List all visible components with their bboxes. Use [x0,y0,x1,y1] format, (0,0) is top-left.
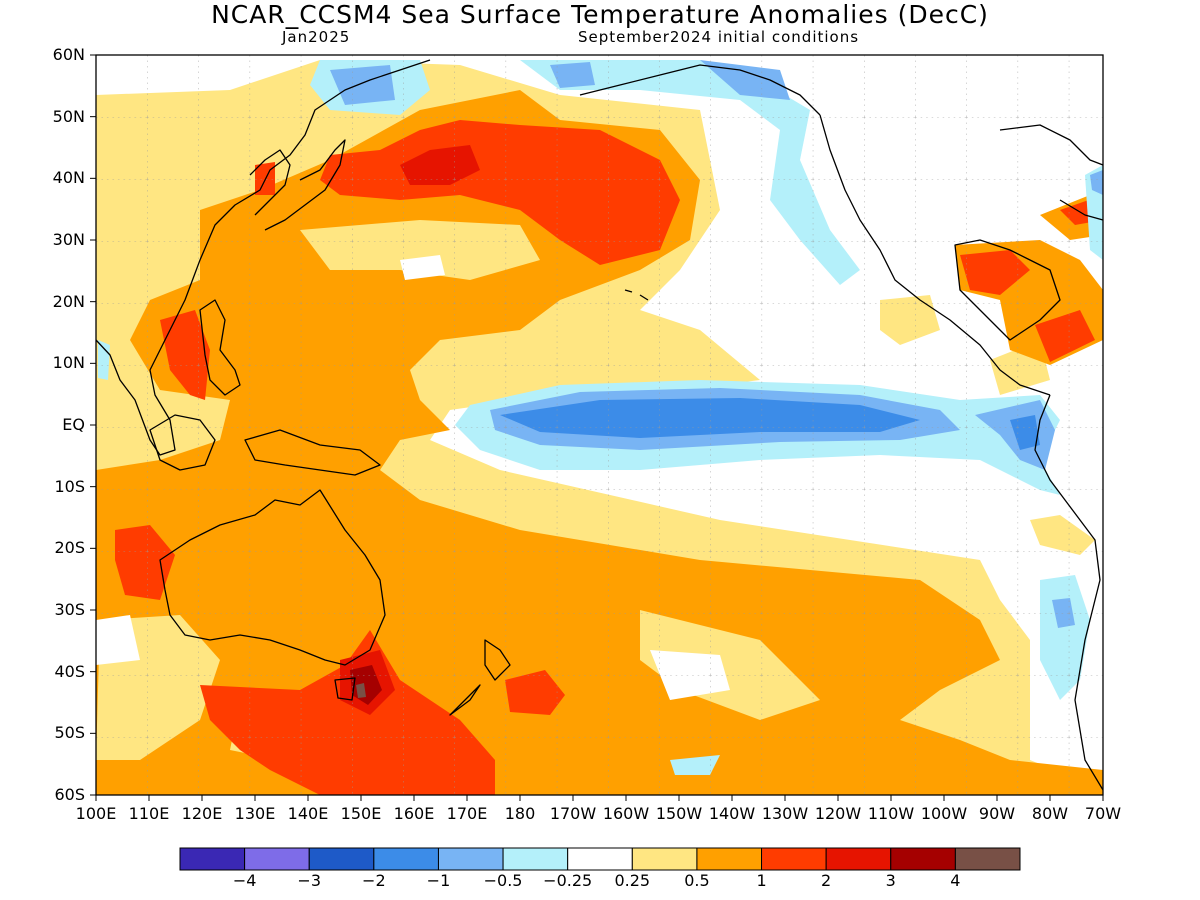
lat-label: 20N [52,291,85,311]
lon-label: 100W [920,804,968,823]
init-conditions-label: September2024 initial conditions [578,28,860,46]
colorbar-label: −0.25 [543,871,593,890]
lat-label: 50S [54,723,85,743]
coastline-australia [159,489,386,666]
lat-label: 10S [54,476,85,496]
lon-label: 100E [75,804,117,823]
lon-label: 150E [340,804,382,823]
colorbar-swatch [244,847,310,871]
lat-label: 50N [52,106,85,126]
colorbar-swatch [761,847,827,871]
colorbar-label: 0.5 [684,871,710,890]
colorbar-label: −3 [297,871,322,890]
colorbar-swatch [696,847,763,871]
lon-label: 150W [655,804,703,823]
colorbar-label: 0.25 [614,871,651,890]
colorbar-swatch [179,847,246,871]
valid-month-label: Jan2025 [282,28,351,46]
coastline-asia [95,59,431,456]
lat-label: 30N [52,230,85,249]
coastline-tasmania [334,677,356,701]
lat-label: 10N [52,353,85,373]
lon-label: 70W [1084,804,1122,823]
lat-label: EQ [62,415,85,434]
coastline-korea-japan [249,139,346,231]
lon-label: 110W [867,804,915,823]
lon-label: 160W [602,804,650,823]
lat-label: 60N [52,45,85,64]
lon-label: 110E [128,804,170,823]
coastline-east-us [999,124,1104,221]
lon-label: 170W [549,804,597,823]
colorbar-label: −1 [426,871,451,890]
coastlines [95,59,1104,791]
colorbar-swatch [373,847,439,871]
colorbar-label: −2 [362,871,386,890]
axis-ticks [90,54,1104,801]
coastline-alaska [579,64,821,116]
colorbar-swatch [890,847,956,871]
lon-label: 130E [234,804,276,823]
lon-label: 170E [446,804,488,823]
colorbar-swatch [631,847,698,871]
lon-label: 80W [1031,804,1069,823]
colorbar-swatch [954,847,1021,871]
lat-label: 20S [54,538,85,558]
colorbar-label: 3 [885,871,896,890]
lon-label: 160E [393,804,435,823]
colorbar-label: −4 [232,871,257,890]
colorbar-label: 1 [756,871,767,890]
colorbar-swatch [567,847,633,871]
lon-label: 120E [181,804,223,823]
lon-label: 140E [287,804,329,823]
coastline-philippines [199,299,241,396]
coastline-borneo [149,414,216,471]
lat-label: 40S [54,661,85,681]
colorbar [179,847,1021,871]
colorbar-label: 4 [950,871,961,890]
lon-label: 90W [978,804,1016,823]
lat-label: 60S [54,785,85,804]
chart-title: NCAR_CCSM4 Sea Surface Temperature Anoma… [211,0,989,29]
lat-label: 40N [52,168,85,188]
colorbar-label: 2 [821,871,832,890]
lon-label: 180 [504,804,536,823]
coastline-hawaii [624,289,649,301]
lon-label: 130W [761,804,809,823]
colorbar-swatch [502,847,569,871]
coastline-new-zealand [449,639,511,716]
colorbar-swatch [825,847,892,871]
colorbar-swatch [437,847,504,871]
colorbar-swatch [308,847,375,871]
colorbar-label: −0.5 [483,871,523,890]
lon-label: 140W [708,804,756,823]
coastline-gulf-mexico [954,239,1061,341]
coastline-north-america [819,114,1051,396]
coastline-new-guinea [244,429,381,476]
coastline-south-america [1034,394,1104,791]
lon-label: 120W [814,804,862,823]
graticule [96,55,1103,795]
lat-label: 30S [54,600,85,619]
